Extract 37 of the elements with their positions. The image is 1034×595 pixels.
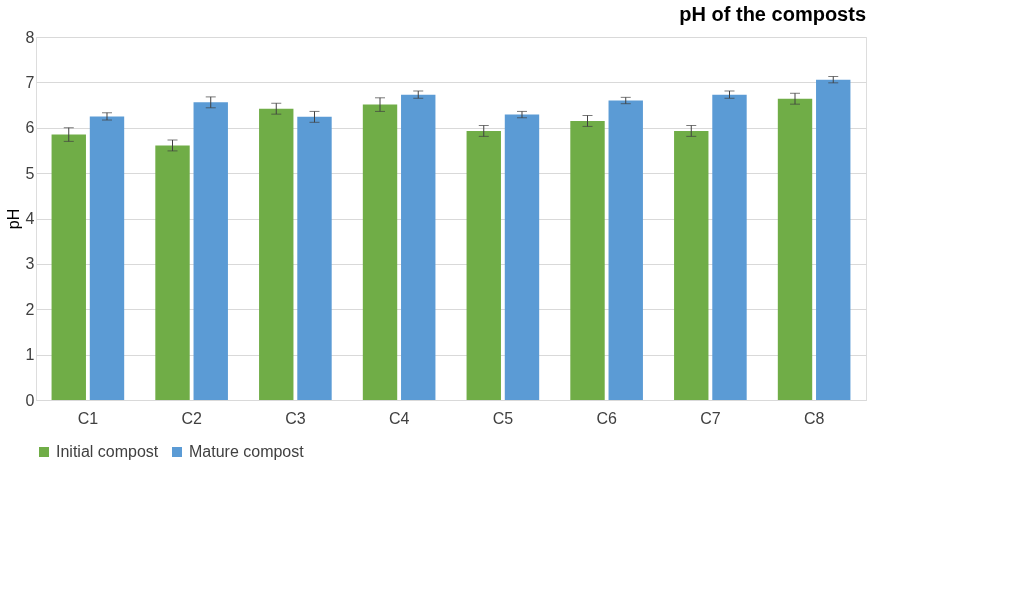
x-tick-label: C1 <box>77 409 99 427</box>
bar <box>712 94 747 400</box>
y-tick-label: 2 <box>25 300 35 318</box>
y-tick-label: 0 <box>25 391 35 409</box>
y-tick-label: 3 <box>25 255 35 273</box>
bar <box>504 114 540 400</box>
x-tick-label: C6 <box>596 409 617 427</box>
bar <box>362 104 398 400</box>
x-tick-label: C8 <box>803 409 825 427</box>
bar <box>89 116 125 400</box>
y-tick-label: 5 <box>25 164 35 182</box>
x-tick-label: C4 <box>388 409 410 427</box>
bar <box>674 130 709 400</box>
bar <box>155 145 190 400</box>
chart-title: pH of the composts <box>679 3 866 25</box>
legend-label: Mature compost <box>189 443 305 460</box>
y-tick-label: 1 <box>25 346 35 364</box>
x-tick-label: C3 <box>285 409 306 427</box>
y-tick-label: 8 <box>25 28 35 46</box>
x-tick-label: C2 <box>181 409 202 427</box>
bar <box>401 94 436 400</box>
x-tick-label: C7 <box>700 409 721 427</box>
y-tick-label: 7 <box>25 73 35 91</box>
y-tick-label: 4 <box>25 210 35 227</box>
bar <box>297 116 332 400</box>
bar <box>608 100 643 400</box>
bar <box>570 120 605 400</box>
bar <box>777 98 813 400</box>
bar <box>193 102 228 400</box>
bar <box>51 134 86 400</box>
y-axis-title: pH <box>4 208 22 230</box>
x-tick-label: C5 <box>492 409 514 427</box>
bar <box>816 79 851 400</box>
bar <box>466 130 501 400</box>
legend-label: Initial compost <box>56 443 159 460</box>
bar <box>259 108 294 400</box>
y-tick-label: 6 <box>25 119 35 137</box>
